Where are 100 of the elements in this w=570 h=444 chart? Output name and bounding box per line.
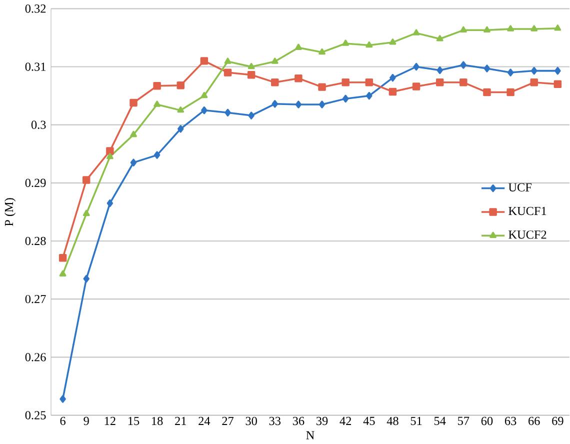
point xyxy=(436,35,444,42)
point xyxy=(83,275,90,283)
x-axis-title: N xyxy=(306,431,314,440)
point xyxy=(58,254,67,262)
x-tick-label: 15 xyxy=(128,416,140,426)
x-tick-label: 24 xyxy=(198,416,210,426)
x-tick-label: 27 xyxy=(222,416,234,426)
x-tick-label: 57 xyxy=(458,416,470,426)
point xyxy=(224,108,231,117)
legend-label: KUCF1 xyxy=(508,207,546,216)
point xyxy=(318,48,326,55)
point xyxy=(154,151,160,160)
point xyxy=(342,94,349,103)
legend-label: KUCF2 xyxy=(508,230,546,239)
point xyxy=(178,125,184,133)
point xyxy=(177,106,184,113)
point xyxy=(106,153,114,160)
point xyxy=(271,78,279,86)
point xyxy=(554,67,561,75)
point xyxy=(271,58,278,64)
x-tick-label: 18 xyxy=(152,416,163,426)
point xyxy=(130,130,137,138)
point xyxy=(436,78,444,86)
x-tick-label: 33 xyxy=(269,416,281,426)
point xyxy=(342,78,350,86)
point xyxy=(389,38,396,45)
y-tick-label: 0.25 xyxy=(25,411,46,420)
y-tick-label: 0.28 xyxy=(25,236,46,246)
x-tick-label: 30 xyxy=(246,416,257,426)
point xyxy=(365,78,374,86)
point xyxy=(294,74,302,82)
point xyxy=(224,58,232,64)
y-tick-label: 0.31 xyxy=(25,62,46,71)
x-tick-label: 42 xyxy=(340,416,352,426)
point xyxy=(295,100,302,108)
point xyxy=(200,92,208,98)
point xyxy=(484,64,490,72)
point xyxy=(318,83,326,92)
point xyxy=(554,24,562,31)
point xyxy=(153,82,161,90)
point xyxy=(484,26,490,33)
point xyxy=(530,78,538,86)
point xyxy=(554,80,562,88)
point xyxy=(294,44,302,50)
point xyxy=(506,88,514,96)
y-tick-label: 0.29 xyxy=(25,178,46,188)
point xyxy=(106,147,114,155)
point xyxy=(224,68,232,77)
point xyxy=(154,100,161,107)
point xyxy=(412,82,420,90)
y-tick-label: 0.27 xyxy=(25,295,46,304)
point xyxy=(106,199,114,208)
point xyxy=(460,61,467,69)
point xyxy=(460,78,468,86)
point xyxy=(530,25,538,32)
point xyxy=(318,100,326,108)
point xyxy=(272,100,278,108)
x-tick-label: 60 xyxy=(481,416,493,426)
point xyxy=(507,25,514,32)
point xyxy=(413,62,420,71)
legend-label: UCF xyxy=(508,183,532,192)
point xyxy=(507,68,514,77)
point xyxy=(436,66,443,74)
point xyxy=(530,67,538,75)
point xyxy=(366,92,372,100)
point xyxy=(201,106,208,114)
x-tick-label: 63 xyxy=(504,416,516,426)
point xyxy=(59,270,66,277)
point xyxy=(247,71,256,79)
x-tick-label: 21 xyxy=(175,416,186,426)
point xyxy=(483,88,491,96)
point xyxy=(460,26,467,33)
point xyxy=(82,176,90,184)
point xyxy=(130,99,138,107)
point xyxy=(248,112,254,120)
point xyxy=(60,395,66,403)
point xyxy=(82,210,90,216)
x-tick-label: 12 xyxy=(104,416,116,426)
x-tick-label: 51 xyxy=(410,416,422,426)
point xyxy=(412,29,420,36)
x-tick-label: 69 xyxy=(552,416,564,426)
point xyxy=(390,74,396,82)
x-tick-label: 66 xyxy=(528,416,540,426)
x-tick-label: 36 xyxy=(292,416,304,426)
point xyxy=(388,88,397,96)
x-tick-label: 48 xyxy=(386,416,398,426)
point xyxy=(200,57,208,65)
point xyxy=(342,40,350,46)
x-tick-label: 39 xyxy=(316,416,328,426)
y-tick-label: 0.3 xyxy=(31,120,46,130)
y-tick-label: 0.32 xyxy=(25,4,46,13)
y-tick-label: 0.26 xyxy=(25,353,46,362)
point xyxy=(366,42,373,48)
x-tick-label: 9 xyxy=(84,416,89,426)
y-axis-title: P (M) xyxy=(4,198,16,226)
x-tick-label: 54 xyxy=(434,416,446,426)
point xyxy=(248,62,255,70)
point xyxy=(130,158,137,167)
x-tick-label: 45 xyxy=(363,416,375,426)
point xyxy=(176,82,184,90)
